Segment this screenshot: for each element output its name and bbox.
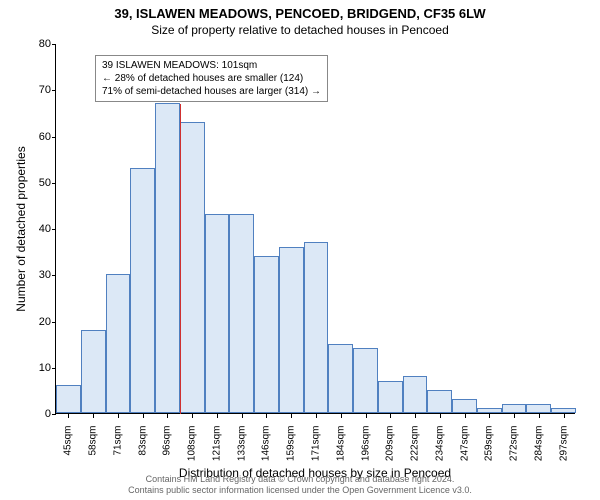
y-tick-label: 40	[26, 223, 51, 235]
chart-title-main: 39, ISLAWEN MEADOWS, PENCOED, BRIDGEND, …	[0, 0, 600, 21]
histogram-bar	[502, 404, 527, 413]
y-tick-mark	[52, 229, 56, 230]
x-tick-label: 171sqm	[311, 426, 322, 470]
x-tick-label: 108sqm	[187, 426, 198, 470]
histogram-bar	[81, 330, 106, 413]
histogram-bar	[155, 103, 180, 413]
footer-line1: Contains HM Land Registry data © Crown c…	[0, 474, 600, 485]
histogram-bar	[279, 247, 304, 414]
annotation-line2: ← 28% of detached houses are smaller (12…	[102, 72, 321, 85]
x-tick-label: 259sqm	[484, 426, 495, 470]
x-tick-mark	[489, 414, 490, 418]
x-tick-mark	[93, 414, 94, 418]
x-tick-mark	[217, 414, 218, 418]
histogram-bar	[328, 344, 353, 413]
histogram-bar	[229, 214, 254, 413]
histogram-bar	[477, 408, 502, 413]
y-tick-mark	[52, 414, 56, 415]
x-tick-mark	[316, 414, 317, 418]
x-tick-mark	[564, 414, 565, 418]
x-tick-label: 209sqm	[385, 426, 396, 470]
y-tick-mark	[52, 183, 56, 184]
x-tick-label: 196sqm	[360, 426, 371, 470]
x-tick-label: 45sqm	[63, 426, 74, 470]
histogram-bar	[378, 381, 403, 413]
x-tick-mark	[390, 414, 391, 418]
y-tick-mark	[52, 137, 56, 138]
y-tick-mark	[52, 90, 56, 91]
x-tick-mark	[440, 414, 441, 418]
y-tick-label: 60	[26, 131, 51, 143]
x-tick-mark	[266, 414, 267, 418]
histogram-bar	[353, 348, 378, 413]
x-tick-label: 159sqm	[286, 426, 297, 470]
x-tick-mark	[167, 414, 168, 418]
x-tick-label: 222sqm	[410, 426, 421, 470]
chart-area: 0102030405060708045sqm58sqm71sqm83sqm96s…	[55, 44, 575, 414]
footer-attribution: Contains HM Land Registry data © Crown c…	[0, 474, 600, 497]
x-tick-mark	[415, 414, 416, 418]
x-tick-mark	[539, 414, 540, 418]
x-tick-label: 297sqm	[558, 426, 569, 470]
x-tick-mark	[465, 414, 466, 418]
x-tick-label: 272sqm	[509, 426, 520, 470]
x-tick-label: 121sqm	[211, 426, 222, 470]
footer-line2: Contains public sector information licen…	[0, 485, 600, 496]
histogram-bar	[106, 274, 131, 413]
x-tick-label: 96sqm	[162, 426, 173, 470]
histogram-bar	[254, 256, 279, 413]
y-tick-mark	[52, 44, 56, 45]
histogram-bar	[180, 122, 205, 413]
x-tick-mark	[143, 414, 144, 418]
x-tick-label: 58sqm	[88, 426, 99, 470]
y-tick-label: 80	[26, 38, 51, 50]
x-tick-mark	[68, 414, 69, 418]
x-tick-label: 284sqm	[533, 426, 544, 470]
annotation-line3: 71% of semi-detached houses are larger (…	[102, 85, 321, 98]
property-marker-line	[180, 104, 182, 414]
x-tick-label: 133sqm	[236, 426, 247, 470]
y-tick-mark	[52, 322, 56, 323]
y-tick-label: 20	[26, 316, 51, 328]
annotation-line1: 39 ISLAWEN MEADOWS: 101sqm	[102, 59, 321, 72]
histogram-bar	[526, 404, 551, 413]
histogram-bar	[452, 399, 477, 413]
x-tick-mark	[242, 414, 243, 418]
y-tick-label: 0	[26, 408, 51, 420]
x-tick-label: 247sqm	[459, 426, 470, 470]
histogram-bar	[427, 390, 452, 413]
x-tick-label: 146sqm	[261, 426, 272, 470]
x-tick-mark	[366, 414, 367, 418]
y-tick-label: 30	[26, 269, 51, 281]
histogram-bar	[205, 214, 230, 413]
x-tick-mark	[118, 414, 119, 418]
histogram-bar	[130, 168, 155, 413]
histogram-bar	[56, 385, 81, 413]
y-tick-label: 70	[26, 84, 51, 96]
histogram-bar	[304, 242, 329, 413]
histogram-bar	[551, 408, 576, 413]
x-tick-label: 83sqm	[137, 426, 148, 470]
annotation-box: 39 ISLAWEN MEADOWS: 101sqm ← 28% of deta…	[95, 55, 328, 102]
x-tick-label: 71sqm	[112, 426, 123, 470]
y-tick-mark	[52, 275, 56, 276]
x-tick-label: 234sqm	[434, 426, 445, 470]
chart-container: 39, ISLAWEN MEADOWS, PENCOED, BRIDGEND, …	[0, 0, 600, 500]
x-tick-mark	[291, 414, 292, 418]
histogram-bar	[403, 376, 428, 413]
y-tick-label: 10	[26, 362, 51, 374]
y-axis-label: Number of detached properties	[14, 146, 28, 311]
chart-title-sub: Size of property relative to detached ho…	[0, 21, 600, 37]
x-tick-mark	[341, 414, 342, 418]
x-tick-mark	[514, 414, 515, 418]
y-tick-label: 50	[26, 177, 51, 189]
y-tick-mark	[52, 368, 56, 369]
x-tick-label: 184sqm	[335, 426, 346, 470]
x-tick-mark	[192, 414, 193, 418]
